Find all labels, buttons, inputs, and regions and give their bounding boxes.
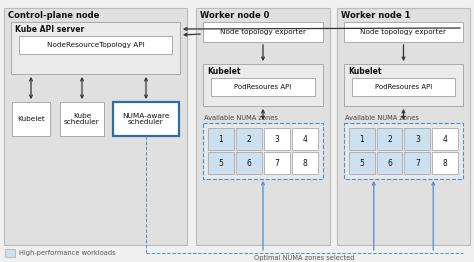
Text: 1: 1 (219, 135, 223, 145)
Text: Kube API server: Kube API server (15, 25, 84, 34)
Bar (11, 22, 180, 74)
Bar (344, 64, 463, 106)
Bar (208, 128, 234, 150)
Text: Kubelet: Kubelet (348, 67, 382, 75)
Text: Kube
scheduler: Kube scheduler (64, 112, 100, 125)
Bar (211, 78, 315, 96)
Text: 6: 6 (246, 160, 251, 168)
Text: Available NUMA zones: Available NUMA zones (345, 115, 419, 121)
Bar (432, 128, 458, 150)
Bar (208, 152, 234, 174)
Text: 8: 8 (302, 160, 307, 168)
Bar (203, 22, 323, 42)
Text: 7: 7 (274, 160, 280, 168)
Text: 3: 3 (415, 135, 420, 145)
Bar (5, 249, 15, 257)
Bar (337, 8, 470, 245)
Bar (404, 152, 430, 174)
Text: 8: 8 (443, 160, 447, 168)
Text: Node topology exporter: Node topology exporter (220, 29, 306, 35)
Text: 5: 5 (359, 160, 365, 168)
Bar (203, 64, 323, 106)
Text: Kubelet: Kubelet (17, 116, 45, 122)
Text: NodeResourceTopology API: NodeResourceTopology API (46, 42, 145, 48)
Text: 1: 1 (359, 135, 364, 145)
Text: 7: 7 (415, 160, 420, 168)
Bar (404, 128, 430, 150)
Text: 2: 2 (387, 135, 392, 145)
Text: 6: 6 (387, 160, 392, 168)
Text: PodResoures API: PodResoures API (375, 84, 432, 90)
Bar (349, 152, 375, 174)
Bar (203, 123, 323, 179)
Text: Kubelet: Kubelet (207, 67, 240, 75)
Text: 4: 4 (443, 135, 447, 145)
Text: PodResoures API: PodResoures API (234, 84, 292, 90)
Bar (432, 152, 458, 174)
Bar (377, 128, 402, 150)
Text: Available NUMA zones: Available NUMA zones (204, 115, 278, 121)
Text: Node topology exporter: Node topology exporter (361, 29, 447, 35)
Bar (113, 102, 179, 136)
Bar (60, 102, 104, 136)
Bar (196, 8, 330, 245)
Bar (349, 128, 375, 150)
Text: 4: 4 (302, 135, 308, 145)
Bar (19, 36, 172, 54)
Bar (377, 152, 402, 174)
Bar (264, 128, 290, 150)
Text: NUMA-aware
scheduler: NUMA-aware scheduler (122, 112, 170, 125)
Bar (292, 128, 318, 150)
Bar (236, 128, 262, 150)
Bar (344, 123, 463, 179)
Text: 3: 3 (274, 135, 280, 145)
Text: 5: 5 (219, 160, 223, 168)
Text: Worker node 0: Worker node 0 (200, 10, 269, 19)
Bar (352, 78, 455, 96)
Bar (344, 22, 463, 42)
Bar (4, 8, 187, 245)
Text: 2: 2 (246, 135, 251, 145)
Text: Control-plane node: Control-plane node (8, 10, 100, 19)
Text: High-performance workloads: High-performance workloads (19, 250, 116, 256)
Bar (292, 152, 318, 174)
Bar (12, 102, 50, 136)
Bar (264, 152, 290, 174)
Bar (236, 152, 262, 174)
Text: Worker node 1: Worker node 1 (341, 10, 410, 19)
Text: Optimal NUMA zones selected: Optimal NUMA zones selected (254, 255, 355, 261)
